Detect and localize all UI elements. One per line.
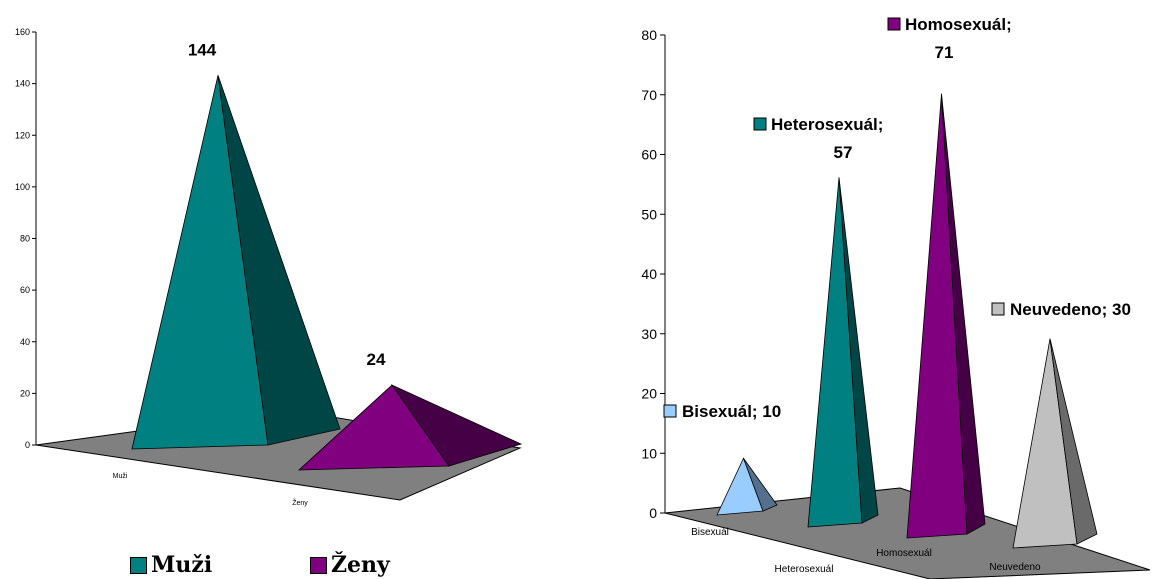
chart-orientation: 0 10 20 30 40 50 60 70 80 Bisexuál Heterosexuál Hom…	[641, 15, 1151, 579]
pyramid-0-side	[743, 458, 778, 512]
label-swatch	[887, 17, 901, 31]
data-label: Homosexuál;	[905, 15, 1012, 34]
legend-swatch-men	[130, 556, 147, 574]
data-label: 144	[188, 40, 217, 59]
pyramid-1-side	[390, 384, 523, 467]
pyramid-1-side	[838, 177, 879, 524]
y-tick-label: 20	[641, 386, 657, 402]
y-tick-label: 30	[641, 326, 657, 342]
data-label: Heterosexuál;	[771, 115, 883, 134]
x-tick-label: Neuvedeno	[989, 562, 1041, 573]
chart-gender: 0 20 40 60 80 100 120 140 160 144 24 Muži Ženy	[15, 27, 523, 507]
y-tick-label: 60	[20, 285, 30, 295]
y-tick-label: 60	[641, 147, 657, 163]
legend-item-men: Muži	[130, 552, 212, 578]
y-tick-label: 0	[649, 505, 657, 521]
data-label: 71	[935, 43, 954, 62]
label-swatch	[753, 117, 767, 131]
legend-item-women: Ženy	[310, 552, 390, 578]
y-tick-label: 120	[15, 130, 30, 140]
y-tick-label: 80	[20, 234, 30, 244]
label-swatch	[991, 302, 1005, 316]
y-tick-label: 70	[641, 87, 657, 103]
y-tick-label: 40	[20, 337, 30, 347]
x-tick-label: Homosexuál	[876, 548, 932, 559]
legend-label-men: Muži	[151, 552, 213, 578]
y-tick-label: 160	[15, 27, 30, 37]
y-tick-label: 10	[641, 445, 657, 461]
y-tick-label: 100	[15, 182, 30, 192]
pyramid-2-side	[941, 93, 986, 535]
data-label: Neuvedeno; 30	[1010, 300, 1131, 319]
y-tick-label: 140	[15, 79, 30, 89]
y-tick-label: 20	[20, 388, 30, 398]
data-label: Bisexuál; 10	[682, 402, 781, 421]
data-label: 24	[367, 350, 386, 369]
x-tick-label: Bisexuál	[691, 527, 729, 538]
legend-label-women: Ženy	[331, 552, 390, 578]
x-tick-label: Muži	[113, 473, 128, 480]
y-tick-label: 50	[641, 206, 657, 222]
x-tick-label: Heterosexuál	[775, 564, 834, 575]
pyramid-0-side	[217, 75, 341, 446]
label-swatch	[663, 404, 677, 418]
pyramid-3-side	[1049, 338, 1098, 545]
y-tick-label: 40	[641, 266, 657, 282]
x-tick-label: Ženy	[292, 498, 308, 507]
data-label: 57	[834, 143, 853, 162]
y-tick-label: 0	[25, 440, 30, 450]
y-tick-label: 80	[641, 27, 657, 43]
legend-swatch-women	[310, 556, 327, 574]
